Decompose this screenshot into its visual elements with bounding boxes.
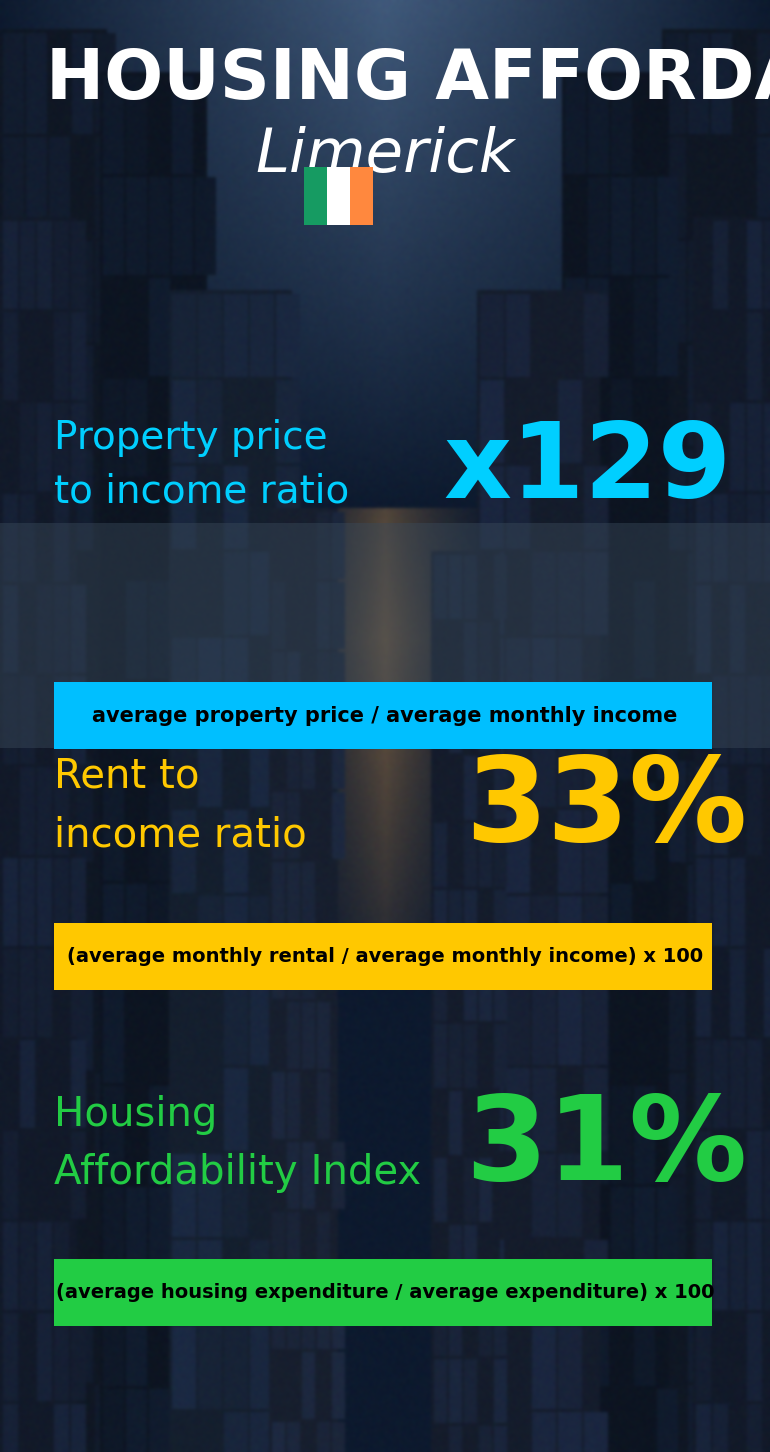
- Text: Property price
to income ratio: Property price to income ratio: [54, 420, 349, 510]
- Text: Rent to
income ratio: Rent to income ratio: [54, 756, 306, 855]
- Text: HOUSING AFFORDABILITY: HOUSING AFFORDABILITY: [46, 46, 770, 113]
- Text: (average housing expenditure / average expenditure) x 100: (average housing expenditure / average e…: [55, 1282, 715, 1302]
- Bar: [54, 682, 712, 749]
- Bar: [327, 167, 350, 225]
- Text: Limerick: Limerick: [256, 126, 514, 184]
- Bar: [0, 523, 770, 748]
- Text: x129: x129: [444, 418, 732, 520]
- Text: (average monthly rental / average monthly income) x 100: (average monthly rental / average monthl…: [67, 947, 703, 967]
- Bar: [304, 167, 327, 225]
- Bar: [54, 1259, 712, 1326]
- Text: 33%: 33%: [465, 751, 747, 867]
- Bar: [54, 923, 712, 990]
- Text: 31%: 31%: [465, 1089, 747, 1205]
- Text: Housing
Affordability Index: Housing Affordability Index: [54, 1095, 421, 1194]
- Text: average property price / average monthly income: average property price / average monthly…: [92, 706, 678, 726]
- Bar: [350, 167, 373, 225]
